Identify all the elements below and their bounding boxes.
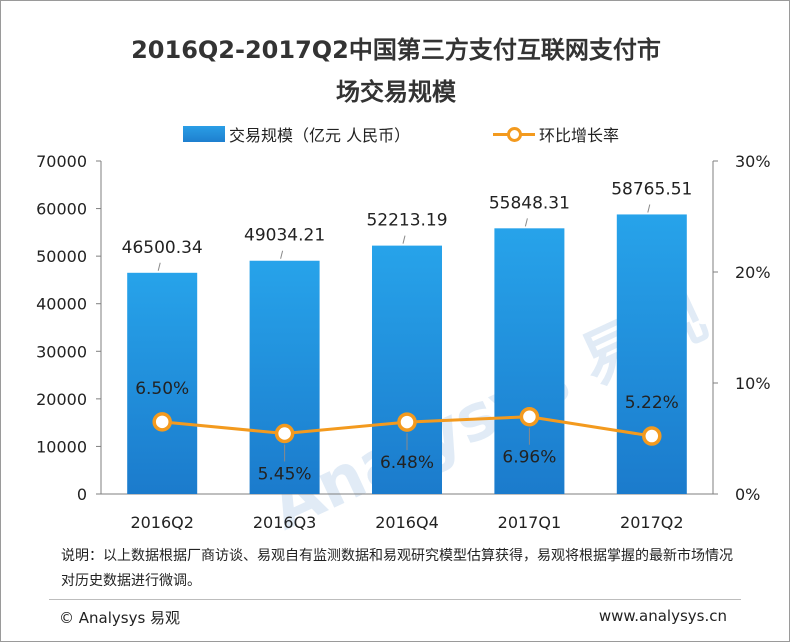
legend-bar-swatch (183, 126, 225, 142)
y-right-tick-label: 20% (735, 263, 771, 282)
bar (494, 228, 565, 495)
growth-rate-point (642, 426, 662, 446)
website-url[interactable]: www.analysys.cn (598, 607, 727, 625)
bar-label-leader (157, 262, 161, 271)
copyright: © Analysys 易观 (59, 609, 181, 627)
y-left-tick-label: 60000 (36, 200, 87, 219)
y-left-tick-label: 0 (77, 485, 87, 504)
chart-title-line-1: 2016Q2-2017Q2中国第三方支付互联网支付市 (131, 36, 661, 64)
bar-value-label: 58765.51 (611, 179, 692, 199)
growth-rate-point (519, 406, 540, 427)
chart-title: 2016Q2-2017Q2中国第三方支付互联网支付市 场交易规模 (1, 29, 789, 113)
x-tick-label: 2017Q1 (498, 513, 562, 532)
growth-rate-label: 5.22% (625, 393, 679, 413)
y-left-tick-label: 40000 (36, 295, 87, 314)
growth-rate-label: 5.45% (258, 465, 312, 485)
y-left-tick-label: 20000 (36, 390, 87, 409)
bar-label-leader (647, 204, 651, 213)
legend: 交易规模（亿元 人民币） 环比增长率 (1, 123, 789, 147)
growth-rate-label: 6.96% (502, 448, 556, 468)
growth-rate-point (274, 423, 295, 444)
x-tick-label: 2016Q3 (253, 513, 317, 532)
y-right-tick-label: 10% (735, 374, 771, 393)
legend-label-volume: 交易规模（亿元 人民币） (229, 126, 411, 145)
legend-item-volume: 交易规模（亿元 人民币） (183, 123, 410, 145)
y-left-tick-label: 50000 (36, 247, 87, 266)
growth-rate-point (152, 412, 172, 432)
y-left-tick-label: 30000 (36, 342, 87, 361)
bar-label-leader (524, 218, 528, 227)
legend-line-swatch (493, 126, 535, 142)
y-left-tick-label: 70000 (36, 152, 87, 171)
footnote: 说明：以上数据根据厂商访谈、易观自有监测数据和易观研究模型估算获得，易观将根据掌… (61, 548, 733, 589)
y-right-tick-label: 0% (735, 485, 760, 504)
bar-label-leader (280, 250, 284, 259)
bar (616, 214, 687, 494)
x-tick-label: 2017Q2 (620, 513, 684, 532)
footer-divider (49, 599, 741, 600)
x-tick-label: 2016Q2 (130, 513, 194, 532)
bar (372, 245, 442, 494)
bar-value-label: 49034.21 (244, 226, 325, 246)
y-left-tick-label: 10000 (36, 437, 87, 456)
bar-label-leader (402, 235, 406, 244)
y-right-tick-label: 30% (735, 152, 771, 171)
bar-value-label: 55848.31 (489, 193, 570, 213)
legend-label-growth: 环比增长率 (539, 126, 620, 145)
bar-value-label: 46500.34 (122, 238, 203, 258)
legend-item-growth: 环比增长率 (493, 123, 619, 145)
x-tick-label: 2016Q4 (375, 513, 439, 532)
growth-rate-label: 6.48% (380, 453, 434, 473)
growth-rate-label: 6.50% (135, 379, 189, 399)
growth-rate-point (397, 412, 417, 432)
bar-value-label: 52213.19 (366, 211, 447, 231)
chart-title-line-2: 场交易规模 (336, 78, 456, 106)
bar (127, 272, 198, 494)
